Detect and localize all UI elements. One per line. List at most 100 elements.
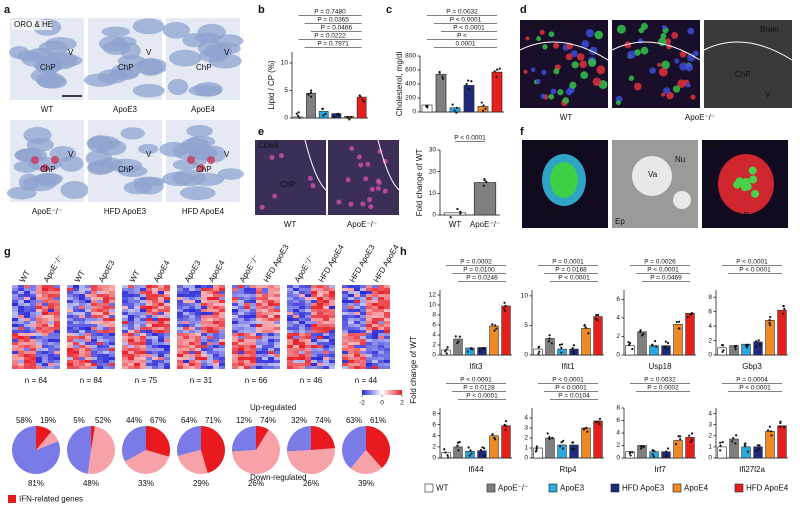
heatmap-cell xyxy=(18,324,24,327)
heatmap-cell xyxy=(97,330,103,333)
heatmap-cell xyxy=(109,288,115,291)
heatmap-cell xyxy=(146,315,152,318)
dot xyxy=(651,453,654,456)
heatmap-cell xyxy=(183,348,189,351)
heatmap-cell xyxy=(183,285,189,288)
heatmap-cell xyxy=(54,303,60,306)
heatmap-cell xyxy=(250,327,256,330)
heatmap-cell xyxy=(293,366,299,369)
heatmap-cell xyxy=(54,351,60,354)
heatmap-cell xyxy=(73,318,79,321)
heatmap-cell xyxy=(366,291,372,294)
heatmap-cell xyxy=(48,312,54,315)
heatmap-cell xyxy=(164,357,170,360)
heatmap-cell xyxy=(48,333,54,336)
heatmap-cell xyxy=(250,309,256,312)
heatmap-cell xyxy=(378,354,384,357)
heatmap-cell xyxy=(24,312,30,315)
p-value: P = 0.0168 xyxy=(555,267,587,274)
dot xyxy=(481,446,484,449)
heatmap-cell xyxy=(85,288,91,291)
group-label: WT xyxy=(18,269,32,284)
heatmap-cell xyxy=(348,366,354,369)
heatmap-cell xyxy=(48,294,54,297)
heatmap-cell xyxy=(177,285,183,288)
panel-letter: d xyxy=(520,4,527,16)
heatmap-cell xyxy=(189,348,195,351)
heatmap-cell xyxy=(366,318,372,321)
heatmap-cell xyxy=(91,327,97,330)
heatmap-cell xyxy=(378,336,384,339)
heatmap-cell xyxy=(91,297,97,300)
heatmap-cell xyxy=(36,357,42,360)
gene-count: n = 31 xyxy=(190,376,213,385)
heatmap-cell xyxy=(299,363,305,366)
heatmap-cell xyxy=(317,366,323,369)
heatmap-cell xyxy=(268,330,274,333)
heatmap-cell xyxy=(48,354,54,357)
y-axis-label: Fold change of WT xyxy=(415,149,424,217)
region-label: V xyxy=(224,150,230,159)
heatmap-cell xyxy=(122,327,128,330)
heatmap-cell xyxy=(134,360,140,363)
heatmap-cell xyxy=(250,285,256,288)
bar xyxy=(729,438,739,459)
bar xyxy=(545,437,555,459)
heatmap-cell xyxy=(238,345,244,348)
heatmap-cell xyxy=(97,333,103,336)
heatmap-cell xyxy=(293,342,299,345)
heatmap-cell xyxy=(219,285,225,288)
p-value: P < 0.0001 xyxy=(736,259,768,266)
heatmap-cell xyxy=(103,312,109,315)
heatmap-cell xyxy=(12,351,18,354)
heatmap-cell xyxy=(24,345,30,348)
heatmap-cell xyxy=(85,336,91,339)
region-label: ChP xyxy=(196,165,212,174)
heatmap-cell xyxy=(109,357,115,360)
heatmap-cell xyxy=(122,309,128,312)
heatmap-cell xyxy=(103,327,109,330)
heatmap-cell xyxy=(54,357,60,360)
panel-letter: e xyxy=(258,126,264,138)
bar xyxy=(741,446,751,459)
bar xyxy=(673,324,683,356)
cell xyxy=(594,30,604,40)
p-value: P = 0.0128 xyxy=(463,385,495,392)
heatmap-cell xyxy=(164,285,170,288)
heatmap-cell xyxy=(195,324,201,327)
cell xyxy=(540,93,546,99)
heatmap-cell xyxy=(366,330,372,333)
region-label: ChP xyxy=(196,63,212,72)
heatmap-cell xyxy=(18,297,24,300)
heatmap-cell xyxy=(244,291,250,294)
heatmap-cell xyxy=(85,285,91,288)
heatmap-cell xyxy=(91,354,97,357)
heatmap-cell xyxy=(177,366,183,369)
heatmap-cell xyxy=(372,300,378,303)
heatmap-cell xyxy=(30,294,36,297)
heatmap-cell xyxy=(79,366,85,369)
heatmap-cell xyxy=(48,330,54,333)
tissue xyxy=(34,60,63,72)
heatmap-cell xyxy=(274,318,280,321)
heatmap-cell xyxy=(342,321,348,324)
heatmap-cell xyxy=(384,306,390,309)
heatmap-cell xyxy=(201,360,207,363)
heatmap-cell xyxy=(287,300,293,303)
heatmap-cell xyxy=(18,354,24,357)
heatmap-cell xyxy=(158,309,164,312)
cell xyxy=(579,60,588,69)
cell xyxy=(565,53,573,61)
heatmap-cell xyxy=(342,285,348,288)
heatmap-cell xyxy=(91,303,97,306)
heatmap-cell xyxy=(12,327,18,330)
dot xyxy=(478,349,481,352)
heatmap-cell xyxy=(342,312,348,315)
y-tick-label: 0 xyxy=(708,455,712,462)
heatmap-cell xyxy=(384,285,390,288)
heatmap-cell xyxy=(67,327,73,330)
heatmap-cell xyxy=(305,339,311,342)
heatmap-cell xyxy=(97,360,103,363)
heatmap-cell xyxy=(238,354,244,357)
heatmap-cell xyxy=(250,315,256,318)
